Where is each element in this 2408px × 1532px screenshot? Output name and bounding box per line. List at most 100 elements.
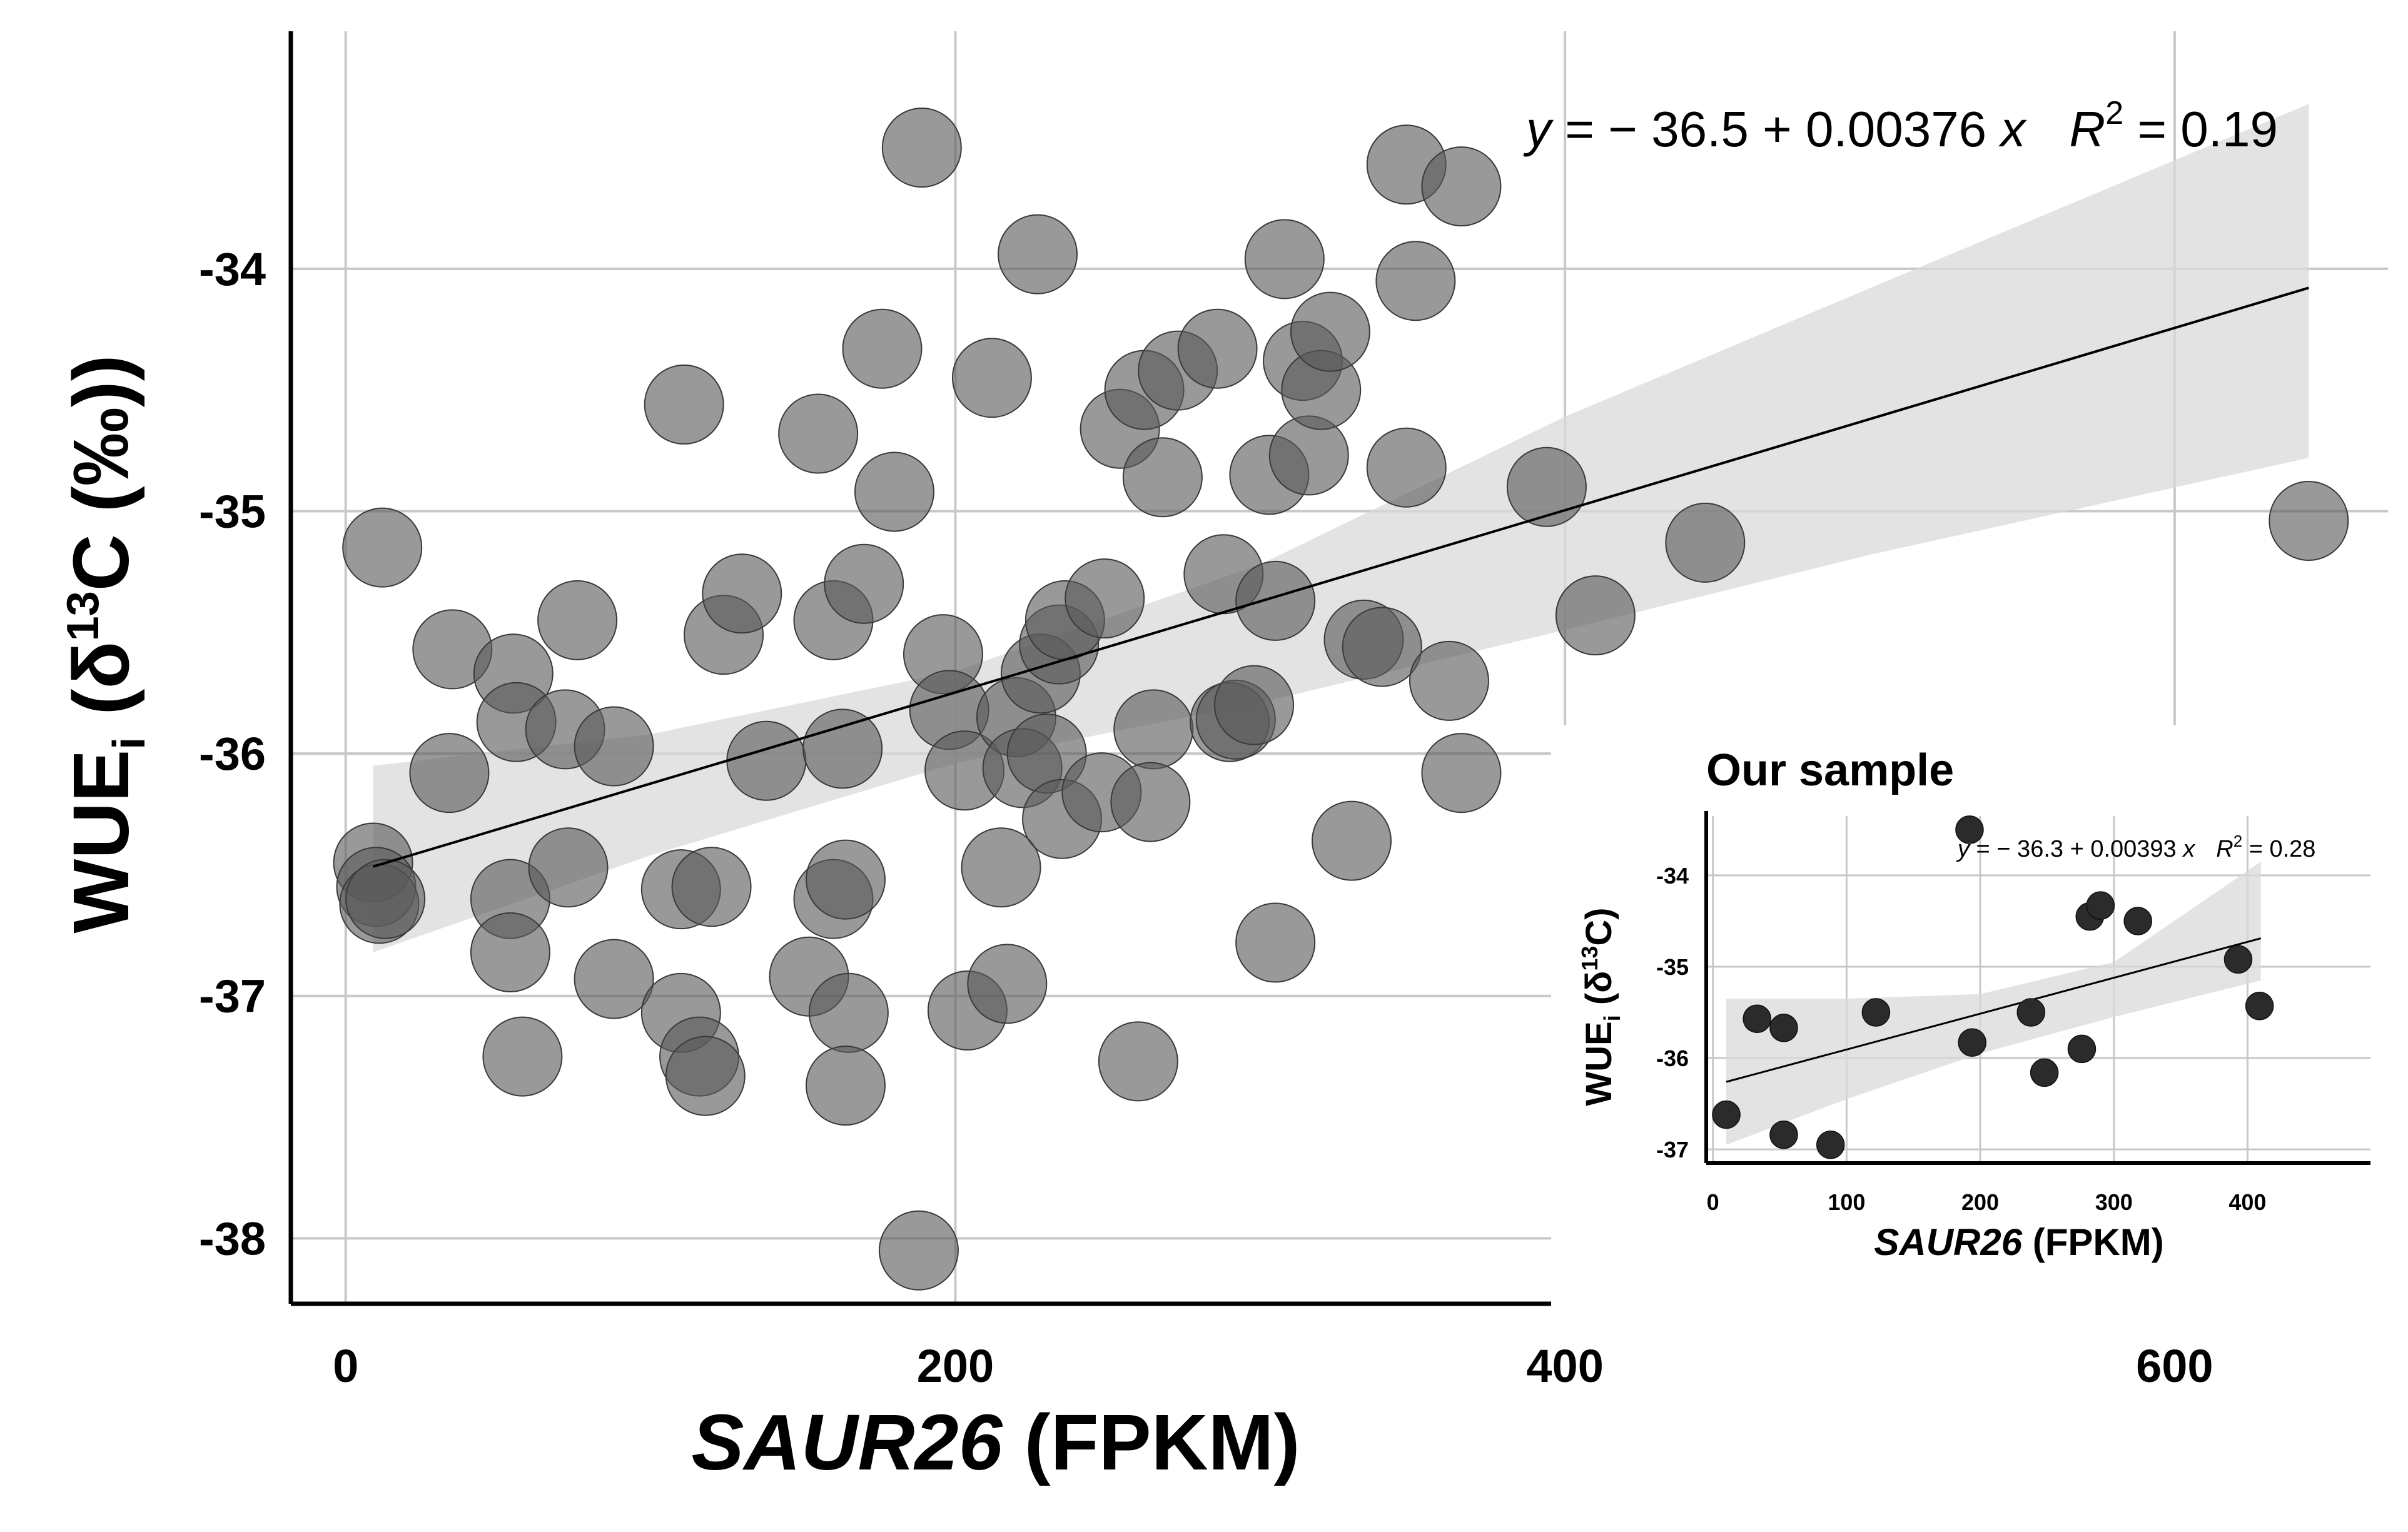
data-point — [1244, 219, 1325, 300]
data-point — [1409, 640, 1489, 721]
data-point — [878, 1210, 959, 1291]
regression-line — [373, 286, 2309, 868]
data-point — [1110, 762, 1191, 842]
data-point — [854, 451, 934, 532]
data-point — [574, 706, 654, 787]
data-point — [802, 708, 883, 789]
main-regression-equation: y = − 36.5 + 0.00376 x R2 = 0.19 — [1523, 95, 2278, 157]
data-point — [1421, 733, 1502, 814]
inset-eq-x: x — [2182, 836, 2196, 862]
x-tick-label: 400 — [1526, 1340, 1603, 1392]
data-point — [951, 338, 1032, 418]
data-point — [1769, 1014, 1798, 1042]
regression-line — [1726, 937, 2262, 1083]
data-point — [824, 543, 904, 624]
data-point — [2123, 907, 2152, 935]
data-point — [805, 839, 886, 920]
data-point — [528, 827, 609, 908]
data-point — [1506, 446, 1587, 527]
inset-y-label-sub: i — [1599, 1015, 1625, 1021]
inset-x-axis-label: SAUR26 (FPKM) — [1874, 1221, 2163, 1263]
data-point — [1861, 998, 1891, 1027]
x-tick-label: 100 — [1828, 1189, 1865, 1215]
inset-eq-r-sup: 2 — [2233, 832, 2242, 850]
data-point — [1098, 1021, 1178, 1102]
data-point — [842, 308, 923, 389]
data-point — [1665, 502, 1746, 583]
inset-confidence-band — [1726, 862, 2261, 1145]
data-point — [2269, 480, 2349, 561]
data-point — [1113, 689, 1194, 770]
y-tick-label: -38 — [199, 1212, 266, 1264]
data-point — [2067, 1034, 2097, 1064]
main-data-points — [333, 108, 2349, 1291]
data-point — [345, 859, 426, 939]
main-eq-y: y — [1523, 101, 1554, 157]
inset-x-axis-label-gene: SAUR26 — [1874, 1221, 2022, 1263]
data-point — [778, 393, 859, 474]
data-point — [482, 1016, 563, 1097]
main-regression-line — [373, 286, 2309, 868]
inset-regression-equation: y = − 36.3 + 0.00393 x R2 = 0.28 — [1956, 832, 2315, 862]
data-point — [1816, 1131, 1845, 1159]
main-x-tick-labels: 0 200 400 600 — [333, 1340, 2213, 1392]
data-point — [1235, 560, 1316, 641]
main-eq-r-sup: 2 — [2105, 95, 2123, 131]
inset-axes — [1704, 811, 2370, 1165]
main-y-label-end: C (‰)) — [57, 355, 145, 591]
x-tick-label: 0 — [333, 1340, 358, 1392]
main-x-axis-label-gene: SAUR26 — [691, 1398, 1003, 1486]
inset-eq-body: = − 36.3 + 0.00393 — [1970, 836, 2183, 862]
y-tick-label: -35 — [199, 485, 266, 537]
data-point — [2030, 1058, 2059, 1087]
data-point — [1769, 1120, 1798, 1149]
main-y-label-rest: (δ — [57, 641, 145, 737]
data-point — [1177, 308, 1258, 389]
data-point — [1366, 427, 1447, 508]
data-point — [1712, 1100, 1741, 1129]
data-point — [1955, 815, 1984, 844]
data-point — [574, 939, 654, 1019]
data-point — [2223, 945, 2253, 974]
inset-y-label-sup: 13 — [1577, 946, 1602, 971]
data-point — [409, 733, 490, 814]
inset-y-label-end: C) — [1579, 907, 1619, 945]
inset-scatter-panel: 0 100 200 300 400 -37 -36 -35 -34 Our sample y … — [1551, 725, 2408, 1313]
data-point — [2016, 998, 2045, 1027]
x-tick-label: 400 — [2228, 1189, 2266, 1215]
data-point — [1065, 558, 1145, 639]
y-tick-label: -36 — [199, 728, 266, 780]
x-tick-label: 600 — [2136, 1340, 2213, 1392]
main-eq-body: = − 36.5 + 0.00376 — [1551, 101, 2000, 157]
data-point — [1122, 437, 1203, 518]
data-point — [1290, 291, 1370, 372]
y-tick-label: -36 — [1656, 1046, 1689, 1071]
data-point — [1375, 241, 1456, 321]
main-eq-x: x — [1998, 101, 2027, 157]
data-point — [2086, 891, 2115, 920]
main-y-label-sub: i — [104, 737, 154, 750]
inset-x-tick-labels: 0 100 200 300 400 — [1707, 1189, 2267, 1215]
y-tick-label: -35 — [1656, 954, 1689, 980]
x-tick-label: 0 — [1707, 1189, 1719, 1215]
data-point — [537, 580, 618, 660]
x-tick-label: 200 — [1961, 1189, 1999, 1215]
data-point — [470, 912, 550, 992]
data-point — [671, 847, 752, 927]
data-point — [805, 1046, 886, 1126]
y-tick-label: -37 — [1656, 1137, 1689, 1162]
main-y-axis-label: WUEi (δ13C (‰)) — [57, 355, 154, 933]
main-y-tick-labels: -38 -37 -36 -35 -34 — [199, 243, 266, 1264]
inset-title: Our sample — [1706, 745, 1954, 795]
inset-y-label-rest: (δ — [1579, 971, 1619, 1015]
x-tick-label: 300 — [2095, 1189, 2133, 1215]
inset-eq-r-body: = 0.28 — [2242, 836, 2315, 862]
data-point — [1555, 575, 1636, 656]
data-point — [2245, 992, 2274, 1020]
data-point — [665, 1036, 746, 1116]
data-point — [644, 364, 724, 445]
confidence-band-area — [1726, 862, 2261, 1145]
inset-y-tick-labels: -37 -36 -35 -34 — [1656, 863, 1689, 1162]
main-eq-r-body: = 0.19 — [2123, 101, 2278, 157]
